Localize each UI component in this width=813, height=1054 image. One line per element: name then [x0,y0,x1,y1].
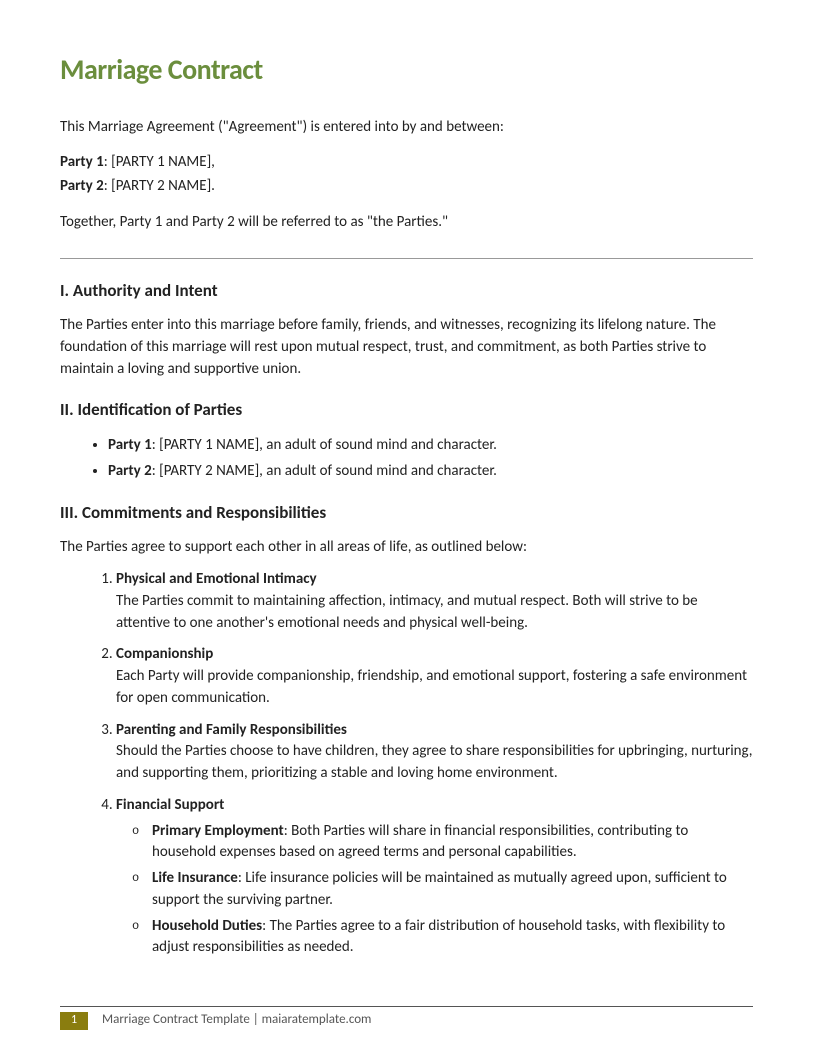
commitment-1: Physical and Emotional Intimacy The Part… [116,569,753,634]
section-2-bullets: Party 1: [PARTY 1 NAME], an adult of sou… [60,435,753,483]
party1-value: : [PARTY 1 NAME], [104,153,215,171]
section-3-heading: III. Commitments and Responsibilities [60,501,753,526]
sub-2-label: Life Insurance [152,869,238,887]
commitment-2-title: Companionship [116,645,213,663]
party2-value: : [PARTY 2 NAME]. [104,177,215,195]
page-number-box: 1 [60,1012,88,1030]
bullet-party2-label: Party 2 [108,462,152,480]
bullet-party2: Party 2: [PARTY 2 NAME], an adult of sou… [108,461,753,483]
document-title: Marriage Contract [60,50,753,91]
bullet-party2-text: : [PARTY 2 NAME], an adult of sound mind… [152,462,497,480]
commitment-4-title: Financial Support [116,796,224,814]
commitment-1-title: Physical and Emotional Intimacy [116,570,317,588]
sub-household-duties: Household Duties: The Parties agree to a… [152,916,753,960]
intro-closing: Together, Party 1 and Party 2 will be re… [60,212,753,234]
commitment-2-body: Each Party will provide companionship, f… [116,667,747,707]
divider [60,258,753,259]
commitments-list: Physical and Emotional Intimacy The Part… [60,569,753,959]
commitment-2: Companionship Each Party will provide co… [116,644,753,709]
financial-sublist: Primary Employment: Both Parties will sh… [116,821,753,960]
page-footer: 1 Marriage Contract Template | maiaratem… [60,1006,753,1030]
document-page: Marriage Contract This Marriage Agreemen… [0,0,813,959]
intro-block: This Marriage Agreement ("Agreement") is… [60,117,753,234]
commitment-3-body: Should the Parties choose to have childr… [116,742,753,782]
section-1-body: The Parties enter into this marriage bef… [60,315,753,380]
commitment-3-title: Parenting and Family Responsibilities [116,721,347,739]
commitment-4: Financial Support Primary Employment: Bo… [116,795,753,959]
party1-label: Party 1 [60,153,104,171]
section-1-heading: I. Authority and Intent [60,279,753,304]
commitment-3: Parenting and Family Responsibilities Sh… [116,720,753,785]
sub-life-insurance: Life Insurance: Life insurance policies … [152,868,753,912]
commitment-1-body: The Parties commit to maintaining affect… [116,592,698,632]
party2-line: Party 2: [PARTY 2 NAME]. [60,176,753,198]
page-number: 1 [71,1012,77,1029]
parties-block: Party 1: [PARTY 1 NAME], Party 2: [PARTY… [60,152,753,198]
sub-2-text: : Life insurance policies will be mainta… [152,869,727,909]
section-2-heading: II. Identification of Parties [60,398,753,423]
party1-line: Party 1: [PARTY 1 NAME], [60,152,753,174]
bullet-party1-label: Party 1 [108,436,152,454]
bullet-party1-text: : [PARTY 1 NAME], an adult of sound mind… [152,436,497,454]
party2-label: Party 2 [60,177,104,195]
section-3-lead: The Parties agree to support each other … [60,537,753,559]
bullet-party1: Party 1: [PARTY 1 NAME], an adult of sou… [108,435,753,457]
sub-primary-employment: Primary Employment: Both Parties will sh… [152,821,753,865]
sub-1-label: Primary Employment [152,822,284,840]
footer-text: Marriage Contract Template | maiaratempl… [102,1011,371,1030]
intro-opening: This Marriage Agreement ("Agreement") is… [60,117,753,139]
sub-3-label: Household Duties [152,917,262,935]
